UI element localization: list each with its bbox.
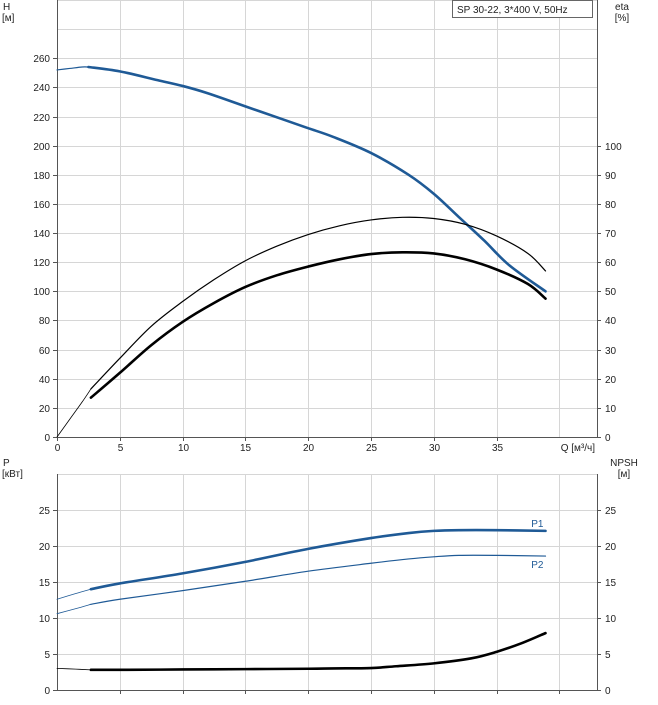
left-y-tick-label: 20 <box>39 542 51 553</box>
left-y-tick-label: 100 <box>33 287 50 298</box>
right-y-tick-label: 25 <box>605 506 617 517</box>
left-y-tick-label: 20 <box>39 404 51 415</box>
right-y-tick-label: 30 <box>605 346 617 357</box>
left-axis-unit: [кВт] <box>2 469 23 480</box>
left-y-tick-label: 40 <box>39 375 51 386</box>
left-y-tick-label: 200 <box>33 142 50 153</box>
series-line-1-0 <box>89 528 547 591</box>
left-axis-title: H <box>3 2 10 13</box>
left-axis-unit: [м] <box>2 13 15 24</box>
x-tick-label: 10 <box>178 443 190 454</box>
left-y-tick-label: 25 <box>39 506 51 517</box>
right-y-tick-label: 15 <box>605 578 617 589</box>
right-axis-unit: [м] <box>618 469 631 480</box>
series-line-0-4 <box>56 388 92 438</box>
series-line-0-3 <box>89 250 547 399</box>
right-axis-title: NPSH <box>610 458 638 469</box>
left-y-tick-label: 220 <box>33 113 50 124</box>
chart-title: SP 30-22, 3*400 V, 50Hz <box>457 5 568 16</box>
left-y-tick-label: 10 <box>39 614 51 625</box>
x-tick-label: 15 <box>240 443 252 454</box>
left-y-tick-label: 240 <box>33 83 50 94</box>
right-y-tick-label: 10 <box>605 404 617 415</box>
right-axis-title: eta <box>615 2 629 13</box>
series-line-1-3 <box>56 603 92 615</box>
left-y-tick-label: 5 <box>44 650 50 661</box>
series-line-0-1 <box>56 66 89 71</box>
left-y-tick-label: 140 <box>33 229 50 240</box>
series-line-1-5 <box>56 668 92 671</box>
right-y-tick-label: 80 <box>605 200 617 211</box>
right-axis-unit: [%] <box>615 13 630 24</box>
series-label-p1: P1 <box>531 519 544 530</box>
x-tick-label: 5 <box>118 443 124 454</box>
x-tick-label: 20 <box>303 443 315 454</box>
x-tick-label: 30 <box>429 443 441 454</box>
series-line-0-2 <box>90 216 547 390</box>
right-y-tick-label: 60 <box>605 258 617 269</box>
left-y-tick-label: 80 <box>39 316 51 327</box>
right-y-tick-label: 20 <box>605 375 617 386</box>
left-y-tick-label: 120 <box>33 258 50 269</box>
right-y-tick-label: 0 <box>605 686 611 697</box>
left-axis-title: P <box>3 458 10 469</box>
series-line-1-2 <box>56 588 92 600</box>
left-y-tick-label: 0 <box>44 686 50 697</box>
x-tick-label: 35 <box>492 443 504 454</box>
series-line-0-0 <box>87 65 547 293</box>
right-y-tick-label: 70 <box>605 229 617 240</box>
x-tick-label: 25 <box>366 443 378 454</box>
left-y-tick-label: 260 <box>33 54 50 65</box>
left-y-tick-label: 180 <box>33 171 50 182</box>
right-y-tick-label: 20 <box>605 542 617 553</box>
series-line-1-1 <box>90 554 547 605</box>
right-y-tick-label: 0 <box>605 433 611 444</box>
series-line-1-4 <box>89 631 547 672</box>
left-y-tick-label: 60 <box>39 346 51 357</box>
x-tick-label: 0 <box>55 443 61 454</box>
right-y-tick-label: 50 <box>605 287 617 298</box>
title-box <box>452 0 593 18</box>
right-y-tick-label: 10 <box>605 614 617 625</box>
series-label-p2: P2 <box>531 560 544 571</box>
right-y-tick-label: 40 <box>605 316 617 327</box>
left-y-tick-label: 15 <box>39 578 51 589</box>
left-y-tick-label: 0 <box>44 433 50 444</box>
right-y-tick-label: 90 <box>605 171 617 182</box>
right-y-tick-label: 100 <box>605 142 622 153</box>
left-y-tick-label: 160 <box>33 200 50 211</box>
right-y-tick-label: 5 <box>605 650 611 661</box>
x-axis-label: Q [м³/ч] <box>561 443 596 454</box>
